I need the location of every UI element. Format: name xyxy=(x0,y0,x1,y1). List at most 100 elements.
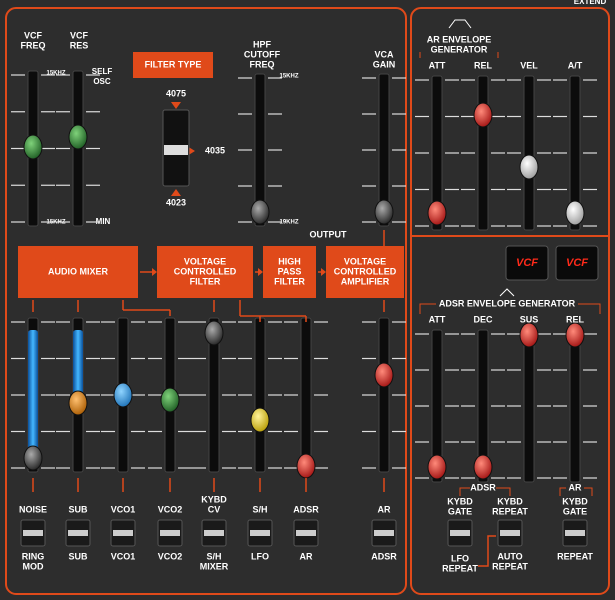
label: EXTEND xyxy=(574,0,607,6)
label: S/H xyxy=(206,551,221,561)
adsr-icon xyxy=(499,288,515,297)
label: 15KHZ xyxy=(46,71,65,77)
slider-knob[interactable] xyxy=(374,362,394,388)
label: VCF xyxy=(516,257,538,269)
slider-knob[interactable] xyxy=(427,454,447,480)
arrow xyxy=(171,102,181,109)
label: CUTOFF xyxy=(244,49,281,59)
label: MIXER xyxy=(200,561,229,571)
slider-track xyxy=(523,329,535,483)
slider-knob[interactable] xyxy=(565,322,585,348)
label: OUTPUT xyxy=(310,229,348,239)
bracket xyxy=(559,487,593,496)
label: GAIN xyxy=(373,59,396,69)
slider-knob[interactable] xyxy=(473,102,493,128)
switch-lever xyxy=(565,530,585,536)
label: 19KHZ xyxy=(279,220,298,226)
slider-knob[interactable] xyxy=(519,322,539,348)
switch-lever xyxy=(500,530,520,536)
label: SUS xyxy=(520,314,539,324)
label: SUB xyxy=(68,551,88,561)
slider-track xyxy=(477,329,489,483)
switch-lever xyxy=(160,530,180,536)
label: A/T xyxy=(568,60,583,70)
slider-knob[interactable] xyxy=(296,453,316,479)
slider-knob[interactable] xyxy=(374,199,394,225)
label: REL xyxy=(474,60,493,70)
label: REPEAT xyxy=(492,506,528,516)
slider-knob[interactable] xyxy=(519,154,539,180)
label: REPEAT xyxy=(557,551,593,561)
filter-type-button[interactable] xyxy=(133,52,213,78)
slider-track xyxy=(569,329,581,483)
slider-glow xyxy=(28,330,38,458)
label: OSC xyxy=(93,77,111,86)
label: AMPLIFIER xyxy=(341,276,390,286)
label: REPEAT xyxy=(492,561,528,571)
label: VCO1 xyxy=(111,504,136,514)
module-box xyxy=(157,246,253,298)
label: KYBD xyxy=(497,496,523,506)
arrow xyxy=(171,189,181,196)
label: VOLTAGE xyxy=(184,256,226,266)
slider-track xyxy=(477,75,489,231)
label: ADSR xyxy=(470,482,496,492)
slider-knob[interactable] xyxy=(160,387,180,413)
label: VCF xyxy=(566,257,588,269)
label: 4023 xyxy=(166,197,186,207)
display[interactable] xyxy=(555,245,599,281)
arrow xyxy=(258,268,263,276)
slider-knob[interactable] xyxy=(250,407,270,433)
switch-lever xyxy=(250,530,270,536)
label: SUB xyxy=(68,504,88,514)
label: VOLTAGE xyxy=(344,256,386,266)
label: KYBD xyxy=(201,494,227,504)
label: 4075 xyxy=(166,88,186,98)
module-box xyxy=(263,246,316,298)
module-box xyxy=(326,246,404,298)
label: LFO xyxy=(251,551,269,561)
slider-knob[interactable] xyxy=(68,390,88,416)
label: FILTER TYPE xyxy=(145,59,202,69)
slider-knob[interactable] xyxy=(113,382,133,408)
label: AUTO xyxy=(497,551,522,561)
slider-knob[interactable] xyxy=(427,200,447,226)
label: AR xyxy=(300,551,313,561)
label: GENERATOR xyxy=(431,44,488,54)
label: ADSR xyxy=(293,504,319,514)
label: ATT xyxy=(429,60,446,70)
slider-knob[interactable] xyxy=(23,445,43,471)
label: 4035 xyxy=(205,145,225,155)
slider-track xyxy=(208,317,220,473)
filter-switch-lever xyxy=(164,145,188,155)
slider-knob[interactable] xyxy=(565,200,585,226)
label: REPEAT xyxy=(442,563,478,573)
label: RES xyxy=(70,40,89,50)
label: AR xyxy=(378,504,391,514)
slider-knob[interactable] xyxy=(473,454,493,480)
ar-icon xyxy=(448,19,472,29)
slider-knob[interactable] xyxy=(250,199,270,225)
switch-lever xyxy=(296,530,316,536)
switch-lever xyxy=(113,530,133,536)
switch-lever xyxy=(450,530,470,536)
bracket xyxy=(459,487,511,496)
display[interactable] xyxy=(505,245,549,281)
label: FILTER xyxy=(190,276,221,286)
label: CV xyxy=(208,504,221,514)
slider-knob[interactable] xyxy=(23,134,43,160)
label: HPF xyxy=(253,39,272,49)
label: VCF xyxy=(70,30,89,40)
label: ADSR xyxy=(371,551,397,561)
label: REL xyxy=(566,314,585,324)
label: GATE xyxy=(563,506,587,516)
arrow xyxy=(321,268,326,276)
label: ATT xyxy=(429,314,446,324)
right-frame xyxy=(410,7,610,595)
bracket xyxy=(419,303,601,314)
label: NOISE xyxy=(19,504,47,514)
slider-track xyxy=(569,75,581,231)
slider-knob[interactable] xyxy=(204,320,224,346)
slider-knob[interactable] xyxy=(68,124,88,150)
label: VCO1 xyxy=(111,551,136,561)
